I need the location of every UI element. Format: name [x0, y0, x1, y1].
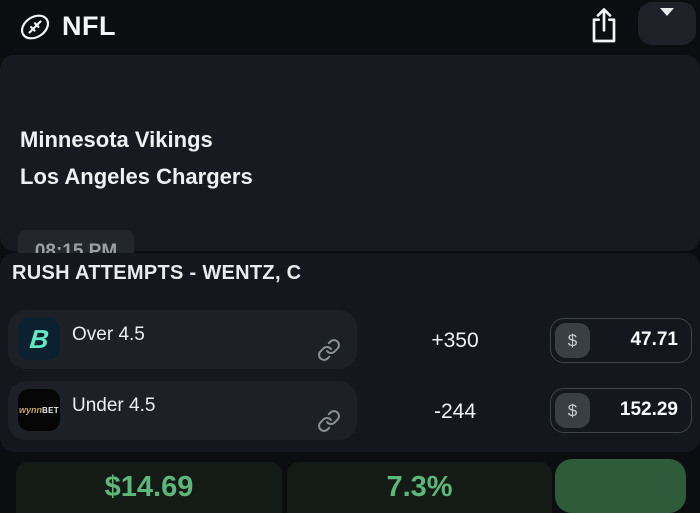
home-team-name: Los Angeles Chargers — [20, 164, 253, 189]
odds-value-under: -244 — [433, 400, 477, 423]
outcome-pill-under[interactable]: wynn BET Under 4.5 — [8, 381, 357, 440]
currency-badge: $ — [555, 323, 590, 358]
roi-display: 7.3% — [287, 462, 552, 513]
stake-input-over[interactable]: $ 47.71 — [550, 318, 692, 363]
top-bar: NFL — [0, 0, 700, 55]
sportsbook-logo-text-white: BET — [42, 405, 59, 415]
league-title: NFL — [62, 11, 116, 41]
away-team-name: Minnesota Vikings — [20, 127, 213, 152]
share-icon — [592, 8, 616, 43]
sportsbook-logo-letter: B — [28, 324, 50, 354]
football-icon — [20, 14, 50, 40]
outcome-label: Under 4.5 — [72, 395, 156, 416]
profit-display: $14.69 — [16, 462, 282, 513]
share-button[interactable] — [588, 6, 620, 44]
currency-badge: $ — [555, 393, 590, 428]
outcome-label: Over 4.5 — [72, 324, 145, 345]
sportsbook-logo-over: B — [18, 318, 60, 360]
action-button[interactable] — [555, 459, 686, 513]
market-card: RUSH ATTEMPTS - WENTZ, C B Over 4.5 +350… — [0, 253, 700, 452]
more-options-button[interactable] — [638, 2, 696, 45]
link-icon — [318, 410, 340, 432]
stake-value: 152.29 — [619, 399, 678, 420]
stake-input-under[interactable]: $ 152.29 — [550, 388, 692, 433]
link-icon — [318, 339, 340, 361]
odds-value-over: +350 — [431, 329, 479, 352]
market-title: RUSH ATTEMPTS - WENTZ, C — [12, 262, 302, 284]
chevron-down-icon — [660, 8, 674, 31]
event-card: Minnesota Vikings Los Angeles Chargers 0… — [0, 55, 700, 274]
currency-symbol: $ — [567, 400, 578, 420]
sportsbook-logo-text-gold: wynn — [19, 405, 43, 415]
currency-symbol: $ — [567, 330, 578, 350]
sportsbook-logo-under: wynn BET — [18, 389, 60, 431]
stake-value: 47.71 — [630, 329, 678, 350]
outcome-pill-over[interactable]: B Over 4.5 — [8, 310, 357, 369]
